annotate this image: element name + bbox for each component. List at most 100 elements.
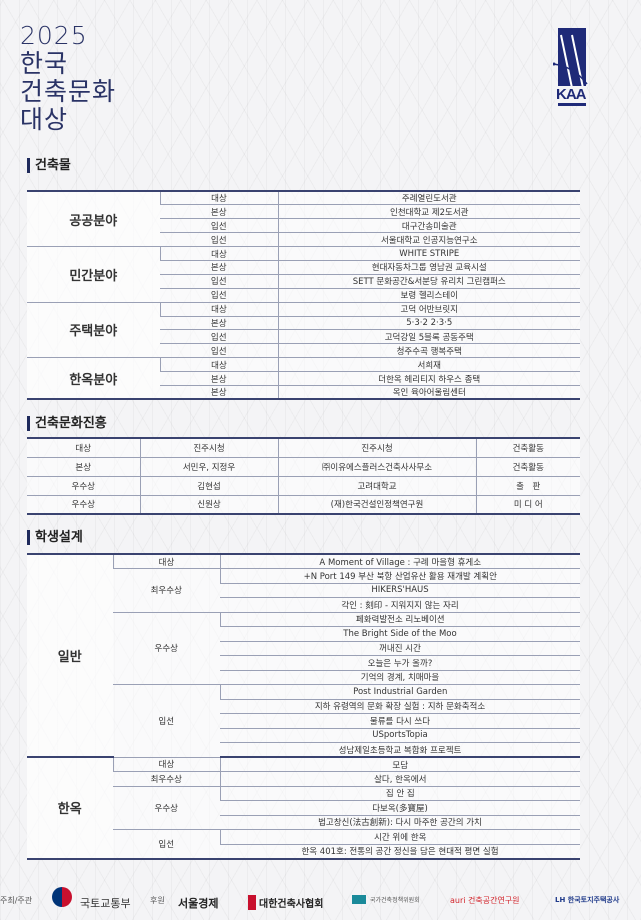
table-row: 한옥분야 대상 서희재 <box>27 357 580 400</box>
table-row: 입선 청주수곡 행복주택 <box>27 343 580 359</box>
work-cell: 물류를 다시 쓰다 <box>220 713 580 729</box>
table-row: 우수상 신원상 (재)한국건설인정책연구원 미 디 어 <box>27 495 580 515</box>
table-row: 입선 시간 위에 한옥 <box>27 829 580 859</box>
work-cell: 꺼내진 시간 <box>220 641 580 656</box>
table-row: 우수상 페화력발전소 리노베이션 <box>27 612 580 685</box>
cell: 고려대학교 <box>277 476 476 496</box>
work-cell: 집 안 집 <box>219 786 580 801</box>
cell: 서민우, 지정우 <box>139 457 278 477</box>
cell: 진주시청 <box>277 438 476 458</box>
work-cell: A Moment of Village : 구례 마을형 휴게소 <box>219 554 580 569</box>
table-row: 주택분야 대상 고덕 어반브릿지 <box>27 302 580 359</box>
table-row: 본상 5·3·2 2·3·5 <box>27 316 580 331</box>
work-cell: WHITE STRIPE <box>277 246 580 261</box>
award-cell: 최우수상 <box>113 771 220 787</box>
award-cell: 입선 <box>160 329 278 345</box>
cell: 우수상 <box>27 476 140 496</box>
sponsor: 서울경제 <box>178 897 219 910</box>
award-cell: 본상 <box>160 371 278 386</box>
table-row: 입선 Post Industrial Garden <box>27 684 580 758</box>
table-row: 우수상 김현섭 고려대학교 출 판 <box>27 476 580 496</box>
title-line: 건축문화 <box>20 77 117 106</box>
cell: ㈜이유에스플러스건축사사무소 <box>277 457 476 477</box>
award-cell: 대상 <box>159 302 278 317</box>
award-cell: 우수상 <box>113 612 220 685</box>
table-row: 본상 인천대학교 제2도서관 <box>27 204 580 220</box>
work-cell: Post Industrial Garden <box>219 684 580 700</box>
footer-logos: 주최/주관 국토교통부 후원 서울경제 대한건축사협회 국가건축정책위원회 au… <box>0 885 641 915</box>
award-cell: 입선 <box>113 684 220 758</box>
work-cell: 서희재 <box>277 357 580 373</box>
work-cell: 주례열린도서관 <box>277 191 580 206</box>
work-cell: 지하 유령역의 문화 확장 실험 : 지하 문화축적소 <box>220 699 580 714</box>
work-cell: 5·3·2 2·3·5 <box>277 316 580 331</box>
award-cell: 입선 <box>113 829 220 859</box>
table-row: 꺼내진 시간 <box>27 641 580 656</box>
table-row: 오늘은 누가 올까? <box>27 655 580 671</box>
award-cell: 대상 <box>159 246 278 261</box>
table-row: 대상 진주시청 진주시청 건축활동 <box>27 438 580 458</box>
work-cell: 오늘은 누가 올까? <box>220 655 580 671</box>
sponsor: 대한건축사협회 <box>248 895 323 910</box>
award-cell: 본상 <box>160 316 278 331</box>
poster-title: 2025 한국 건축문화 대상 <box>20 22 116 134</box>
title-line: 한국 <box>20 49 69 78</box>
category-cell: 공공분야 <box>27 191 160 248</box>
cell: 본상 <box>27 457 140 477</box>
cell: 신원상 <box>139 495 278 515</box>
table-row: 입선 대구간송미술관 <box>27 218 580 234</box>
award-cell: 입선 <box>160 288 278 303</box>
work-cell: 고덕 어반브릿지 <box>277 302 580 317</box>
kaa-logo: KAA <box>553 28 599 113</box>
work-cell: 법고창신(法古創新): 다시 마주한 공간의 가치 <box>220 815 580 830</box>
title-year: 2025 <box>20 21 88 50</box>
work-cell: 고덕강일 5블록 공동주택 <box>277 329 580 345</box>
award-cell: 본상 <box>160 260 278 275</box>
table-row: USportsTopia <box>27 728 580 743</box>
table-row: 본상 옥인 육아어울림센터 <box>27 385 580 400</box>
work-cell: 페화력발전소 리노베이션 <box>219 612 580 627</box>
host-name: 국토교통부 <box>80 897 131 910</box>
table-row: 물류를 다시 쓰다 <box>27 713 580 729</box>
award-cell: 대상 <box>112 554 220 569</box>
category-cell: 민간분야 <box>27 246 160 303</box>
promotion-table: 대상 진주시청 진주시청 건축활동 본상 서민우, 지정우 ㈜이유에스플러스건축사사무소 건축… <box>27 437 580 515</box>
work-cell: 청주수곡 행복주택 <box>277 343 580 359</box>
table-row: 입선 SETT 문화공간&서분당 유리치 그린캠퍼스 <box>27 274 580 289</box>
sponsor: 국가건축정책위원회 <box>352 895 420 904</box>
cell: 우수상 <box>27 495 140 515</box>
table-row: 최우수상 +N Port 149 부산 북항 산업유산 활용 재개발 계획안 <box>27 568 580 613</box>
table-row: 성남제일초등학교 복합화 프로젝트 <box>27 742 580 758</box>
work-cell: SETT 문화공간&서분당 유리치 그린캠퍼스 <box>277 274 580 289</box>
work-cell: 대구간송미술관 <box>277 218 580 234</box>
work-cell: HIKERS'HAUS <box>220 583 580 598</box>
work-cell: 보령 헬리스테이 <box>277 288 580 303</box>
table-row: 본상 더한옥 헤리티지 하우스 종택 <box>27 371 580 386</box>
work-cell: 시간 위에 한옥 <box>219 829 580 845</box>
work-cell: 한옥 401호: 전통의 공간 정신을 담은 현대적 평면 실험 <box>220 844 580 859</box>
award-cell: 대상 <box>159 191 278 206</box>
section-title-promotion: 건축문화진흥 <box>27 416 107 431</box>
buildings-table: 공공분야 대상 주례열린도서관 본상 인천대학교 제2도서관 입선 대구간송미술관 입선 서울대… <box>27 190 580 401</box>
table-row: 입선 서울대학교 인공지능연구소 <box>27 232 580 248</box>
work-cell: 더한옥 헤리티지 하우스 종택 <box>277 371 580 386</box>
cell: 진주시청 <box>139 438 278 458</box>
table-row: HIKERS'HAUS <box>27 583 580 598</box>
table-row: 다보옥(多寶屋) <box>27 800 580 816</box>
cell: 김현섭 <box>139 476 278 496</box>
award-cell: 입선 <box>160 274 278 289</box>
work-cell: 살다, 한옥에서 <box>219 771 580 787</box>
section-title-buildings: 건축물 <box>27 158 71 173</box>
title-line: 대상 <box>20 105 69 134</box>
award-cell: 입선 <box>160 232 278 248</box>
host-label: 주최/주관 <box>0 896 33 905</box>
work-cell: 옥인 육아어울림센터 <box>277 385 580 400</box>
work-cell: 인천대학교 제2도서관 <box>277 204 580 220</box>
table-row: 공공분야 대상 주례열린도서관 <box>27 191 580 248</box>
category-cell: 한옥분야 <box>27 357 160 400</box>
work-cell: 각인 : 刻印 - 지워지지 않는 자리 <box>220 597 580 613</box>
award-cell: 본상 <box>160 385 278 400</box>
table-row: 지하 유령역의 문화 확장 실험 : 지하 문화축적소 <box>27 699 580 714</box>
table-row: The Bright Side of the Moo <box>27 626 580 642</box>
award-cell: 입선 <box>160 218 278 234</box>
